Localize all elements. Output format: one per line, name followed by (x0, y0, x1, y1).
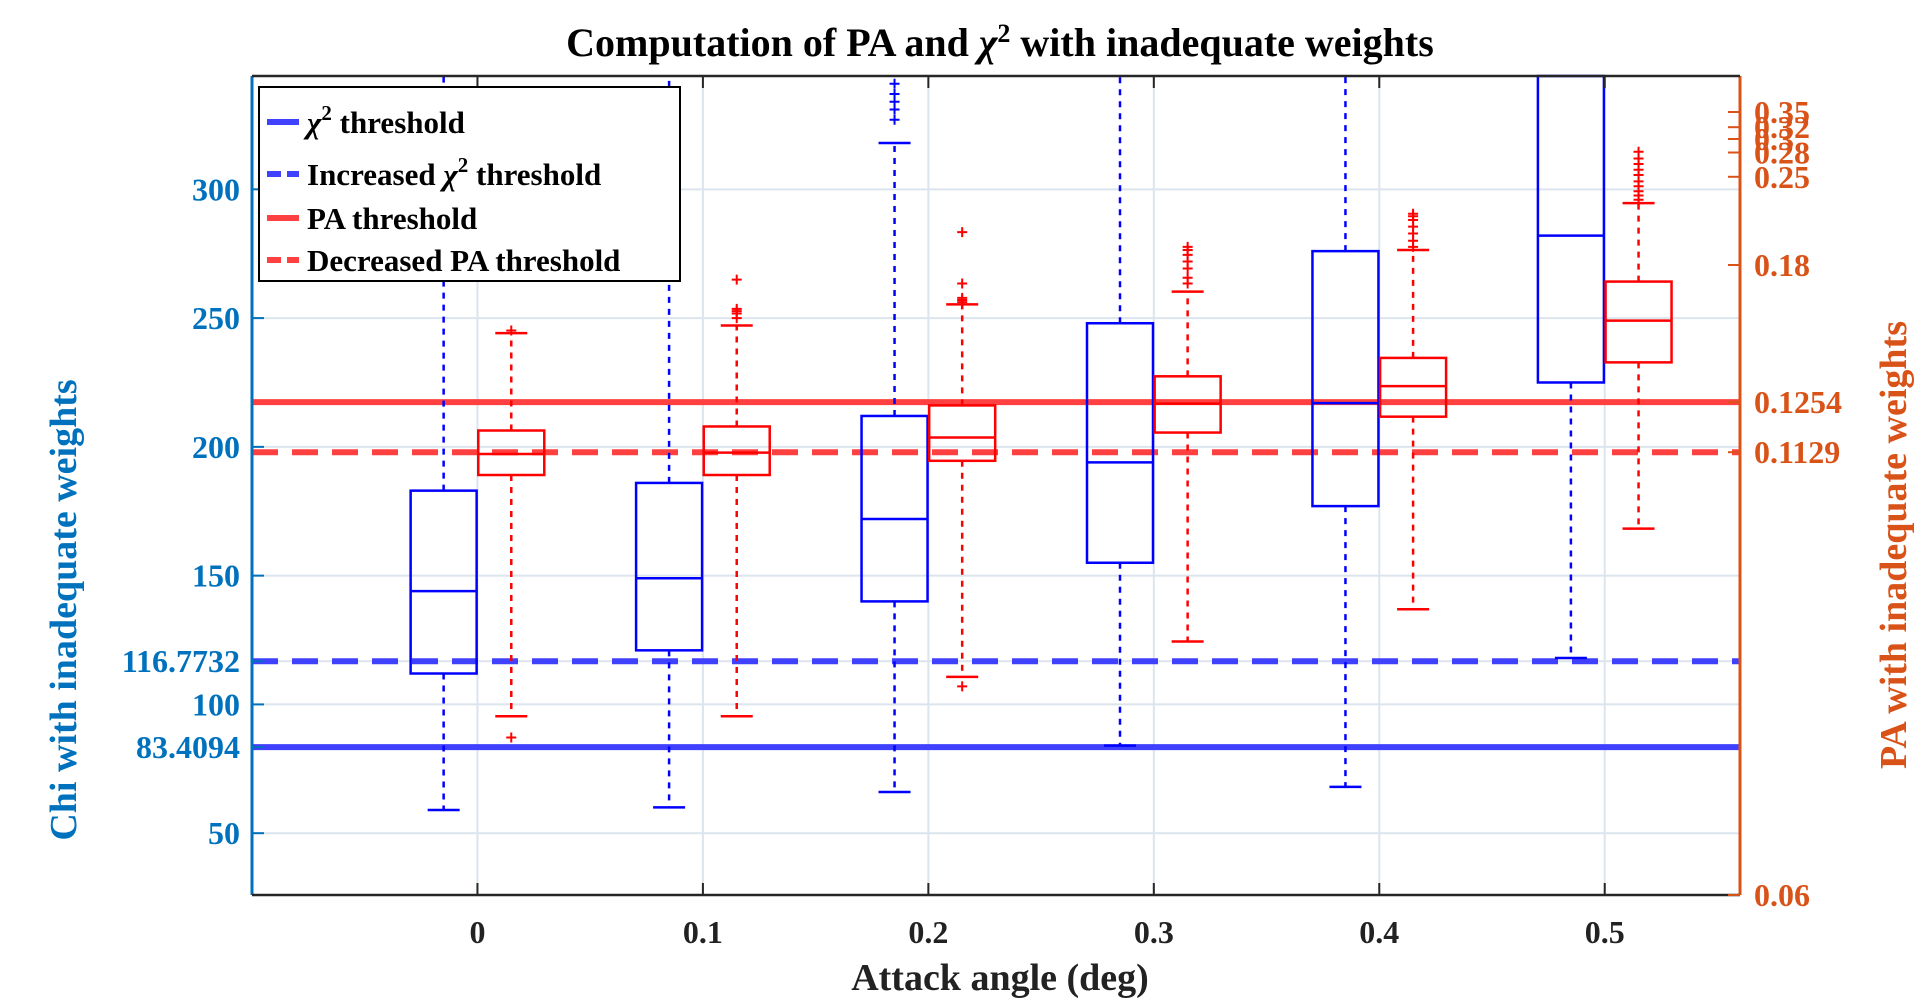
boxplot (477, 325, 546, 743)
right-tick-label: 0.28 (1754, 135, 1810, 171)
x-tick-label: 0.1 (683, 914, 723, 950)
legend-label-part: 2 (458, 153, 469, 177)
boxplots (409, 74, 1673, 812)
legend-label: χ2 threshold (303, 101, 465, 140)
box-iqr (702, 425, 771, 477)
boxplot (1153, 241, 1222, 643)
boxplot (409, 76, 478, 812)
boxplot (702, 274, 771, 718)
x-tick-label: 0 (469, 914, 485, 950)
outlier-marker (889, 89, 900, 100)
outlier-marker (1633, 146, 1644, 157)
outlier-marker (1408, 208, 1419, 219)
box-iqr (860, 414, 929, 603)
boxplot (1604, 146, 1673, 530)
legend-label-part: 2 (321, 101, 332, 125)
x-tick-label: 0.5 (1585, 914, 1625, 950)
box-iqr (1604, 280, 1673, 364)
left-tick-label: 200 (192, 429, 240, 465)
legend-label-part: χ (303, 105, 322, 140)
outlier-marker (1182, 241, 1193, 252)
legend-label-part: χ (439, 157, 458, 192)
left-tick-label: 250 (192, 300, 240, 336)
outlier-marker (1182, 272, 1193, 283)
boxplot (927, 227, 997, 692)
right-tick-label: 0.35 (1754, 94, 1810, 130)
outlier-marker (957, 278, 968, 289)
outlier-marker (506, 325, 517, 336)
right-tick-label: 0.25 (1754, 159, 1810, 195)
legend-box (258, 86, 681, 282)
legend-label-part: Decreased PA threshold (307, 243, 620, 278)
outlier-marker (957, 227, 968, 238)
legend-label-part: Increased (307, 157, 443, 192)
right-tick-label: 0.3 (1754, 121, 1794, 157)
left-tick-label: 100 (192, 686, 240, 722)
title-chi: χ (974, 20, 999, 65)
right-tick-label: 0.32 (1754, 109, 1810, 145)
right-y-axis-label: PA with inadequate weights (1873, 321, 1915, 769)
x-tick-label: 0.4 (1359, 914, 1399, 950)
boxplot (860, 78, 929, 794)
box-iqr (1085, 321, 1155, 565)
title-text: with inadequate weights (1010, 20, 1433, 65)
chart-title: Computation of PA and χ2 with inadequate… (566, 19, 1434, 65)
box-iqr (634, 481, 704, 652)
legend-label-part: PA threshold (307, 201, 477, 236)
boxplot (1378, 208, 1448, 611)
outlier-marker (957, 681, 968, 692)
outlier-marker (731, 303, 742, 314)
right-tick-label: 0.06 (1754, 877, 1810, 913)
x-tick-label: 0.3 (1134, 914, 1174, 950)
right-tick-label: 0.1254 (1754, 384, 1842, 420)
title-text: Computation of PA and (566, 20, 979, 65)
x-tick-label: 0.2 (908, 914, 948, 950)
left-tick-label: 83.4094 (136, 729, 240, 765)
x-axis-label: Attack angle (deg) (851, 957, 1149, 999)
box-iqr (1311, 249, 1380, 508)
axes (250, 74, 1742, 897)
legend-label-part: threshold (332, 105, 465, 140)
outlier-marker (506, 732, 517, 743)
left-tick-label: 150 (192, 558, 240, 594)
left-tick-label: 300 (192, 171, 240, 207)
right-tick-label: 0.1129 (1754, 434, 1840, 470)
legend-label: Decreased PA threshold (307, 243, 620, 278)
legend-label-part: threshold (468, 157, 601, 192)
right-tick-label: 0.18 (1754, 247, 1810, 283)
box-iqr (927, 404, 997, 463)
outlier-marker (889, 78, 900, 89)
outlier-marker (889, 114, 900, 125)
left-y-axis-label: Chi with inadequate weights (43, 379, 85, 840)
left-tick-label: 50 (208, 815, 240, 851)
tick-labels: 0 0.1 0.2 0.3 0.4 0.5 50 83.4094 100 116.7732 150 2… (122, 94, 1842, 950)
left-tick-label: 116.7732 (122, 643, 240, 679)
outlier-marker (731, 274, 742, 285)
box-iqr (409, 489, 478, 675)
title-superscript: 2 (997, 19, 1010, 48)
outlier-marker (957, 292, 968, 303)
boxplot (1085, 76, 1155, 747)
legend-label: Increased χ2 threshold (307, 153, 601, 192)
boxplot (1311, 76, 1380, 789)
legend-label: PA threshold (307, 201, 477, 236)
